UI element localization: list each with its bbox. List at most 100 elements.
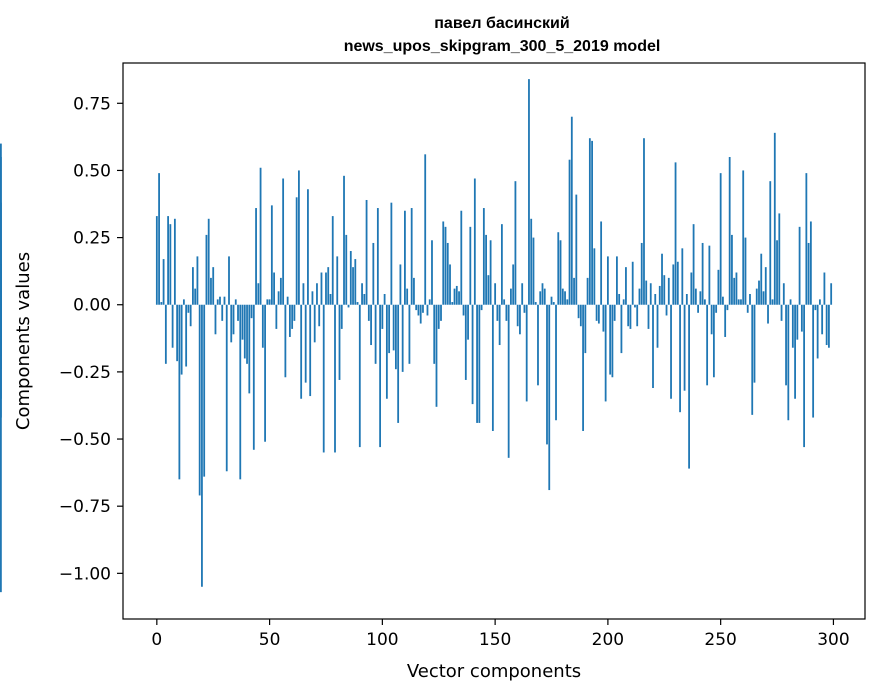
chart-subtitle: news_upos_skipgram_300_5_2019 model: [344, 38, 661, 55]
bar: [237, 304, 239, 321]
bar: [510, 288, 512, 305]
bar: [0, 291, 2, 305]
bar: [266, 299, 269, 305]
bar: [719, 173, 722, 305]
bar: [478, 304, 481, 423]
bar: [246, 304, 248, 364]
bar: [672, 264, 675, 305]
bar: [552, 302, 555, 305]
bar: [503, 299, 506, 305]
bar: [717, 269, 720, 305]
bar: [679, 304, 681, 413]
bar: [606, 256, 609, 305]
bar: [201, 304, 203, 587]
bar: [304, 304, 307, 383]
bar: [250, 304, 253, 319]
bar: [785, 304, 787, 386]
bar: [737, 299, 740, 305]
bar: [643, 138, 645, 305]
bar: [372, 242, 375, 305]
bar: [514, 181, 517, 305]
bar: [171, 304, 174, 348]
bar: [557, 232, 560, 305]
bar: [440, 304, 442, 321]
bar: [593, 248, 596, 305]
bar: [715, 304, 718, 313]
bar: [620, 304, 623, 354]
bar: [169, 224, 172, 305]
bar: [311, 291, 314, 305]
bar: [796, 304, 799, 340]
bar: [807, 242, 810, 305]
bar: [710, 304, 713, 335]
x-axis-ticks: 0 50 100 150 200 250 300: [151, 619, 850, 650]
bar: [575, 194, 578, 305]
bar: [313, 304, 316, 343]
bar: [449, 264, 451, 305]
bar: [354, 259, 357, 305]
bar: [288, 304, 291, 337]
bar: [376, 208, 379, 305]
bar: [426, 304, 429, 316]
bar: [561, 288, 564, 305]
bar: [755, 288, 758, 305]
bar: [564, 291, 566, 305]
bar: [385, 304, 388, 399]
bar: [489, 240, 492, 305]
bar: [279, 277, 282, 305]
bar: [413, 277, 415, 305]
bar: [298, 170, 300, 305]
bar: [744, 237, 747, 305]
bar: [446, 242, 449, 305]
bar: [325, 272, 327, 305]
bar: [767, 304, 769, 324]
bar: [543, 288, 546, 305]
bar: [0, 304, 2, 337]
bar: [828, 304, 830, 348]
bar: [647, 304, 650, 329]
bar: [818, 299, 821, 305]
bar: [656, 304, 659, 348]
bar: [406, 288, 409, 305]
bar: [410, 208, 413, 305]
bar: [361, 283, 363, 305]
bar: [534, 302, 537, 305]
bar: [625, 267, 627, 305]
bar: [494, 283, 497, 305]
bar: [444, 226, 447, 305]
bar: [189, 304, 192, 327]
bar: [239, 304, 242, 480]
bar: [794, 304, 796, 399]
bar: [665, 304, 668, 316]
bar: [363, 294, 366, 305]
bar: [194, 288, 197, 305]
bar: [216, 299, 219, 305]
bar: [609, 304, 612, 375]
bar: [541, 283, 544, 305]
bar: [282, 178, 285, 305]
bar: [248, 304, 251, 394]
bar: [586, 277, 589, 305]
bar: [207, 218, 210, 305]
bar: [568, 159, 571, 305]
bar: [613, 304, 616, 321]
bar: [676, 261, 679, 305]
bar: [636, 304, 639, 327]
bar: [742, 170, 745, 305]
bar: [780, 304, 783, 321]
bar: [751, 304, 754, 415]
bar: [422, 304, 424, 313]
bar: [336, 256, 339, 305]
bar: [379, 304, 381, 448]
bar: [749, 294, 751, 305]
bar: [307, 189, 309, 305]
bar: [631, 261, 634, 305]
bar: [800, 304, 803, 332]
bar: [437, 304, 440, 329]
bar: [701, 242, 704, 305]
bar: [338, 304, 341, 380]
bar: [697, 304, 699, 313]
y-tick-label: −0.50: [59, 430, 111, 450]
bar: [776, 240, 778, 305]
bar: [192, 267, 194, 305]
